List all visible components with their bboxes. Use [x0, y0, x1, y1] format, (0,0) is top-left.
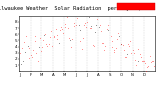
- Text: Milwaukee Weather  Solar Radiation  per Day KW/m2: Milwaukee Weather Solar Radiation per Da…: [0, 6, 149, 11]
